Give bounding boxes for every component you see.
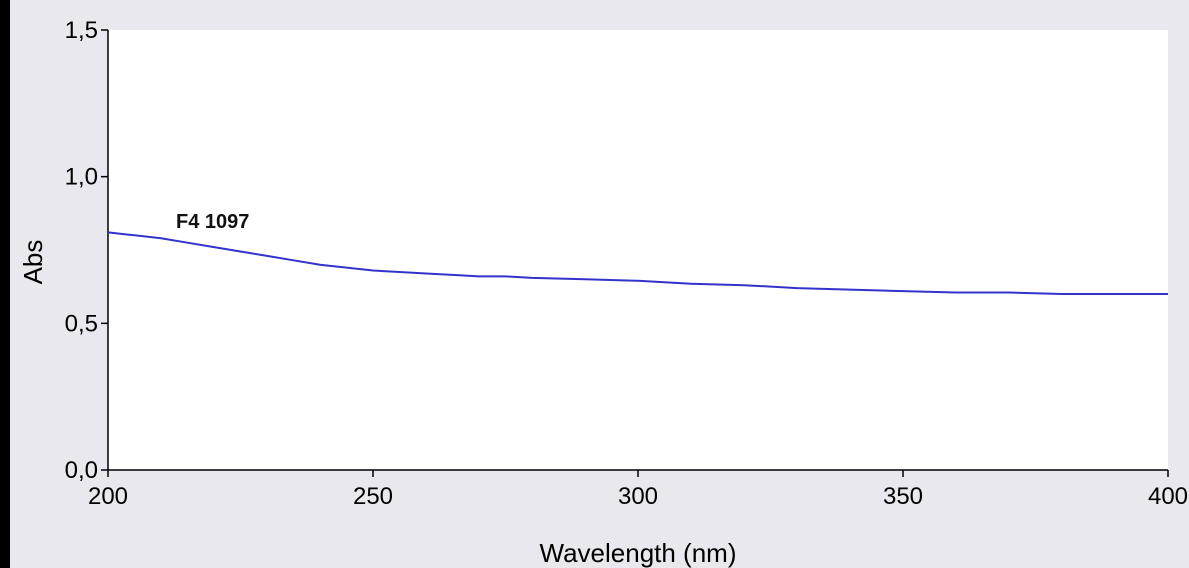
y-axis-title: Abs bbox=[18, 240, 48, 285]
x-axis-title: Wavelength (nm) bbox=[540, 538, 737, 568]
left-border bbox=[0, 0, 10, 568]
x-tick-label: 350 bbox=[883, 483, 923, 510]
series-annotation: F4 1097 bbox=[176, 211, 249, 233]
y-tick-label: 1,5 bbox=[65, 17, 98, 44]
y-tick-label: 0,5 bbox=[65, 310, 98, 337]
x-tick-label: 400 bbox=[1148, 483, 1188, 510]
plot-area bbox=[108, 30, 1168, 470]
y-tick-label: 0,0 bbox=[65, 457, 98, 484]
x-tick-label: 300 bbox=[618, 483, 658, 510]
x-tick-label: 250 bbox=[353, 483, 393, 510]
x-tick-label: 200 bbox=[88, 483, 128, 510]
y-tick-label: 1,0 bbox=[65, 164, 98, 191]
